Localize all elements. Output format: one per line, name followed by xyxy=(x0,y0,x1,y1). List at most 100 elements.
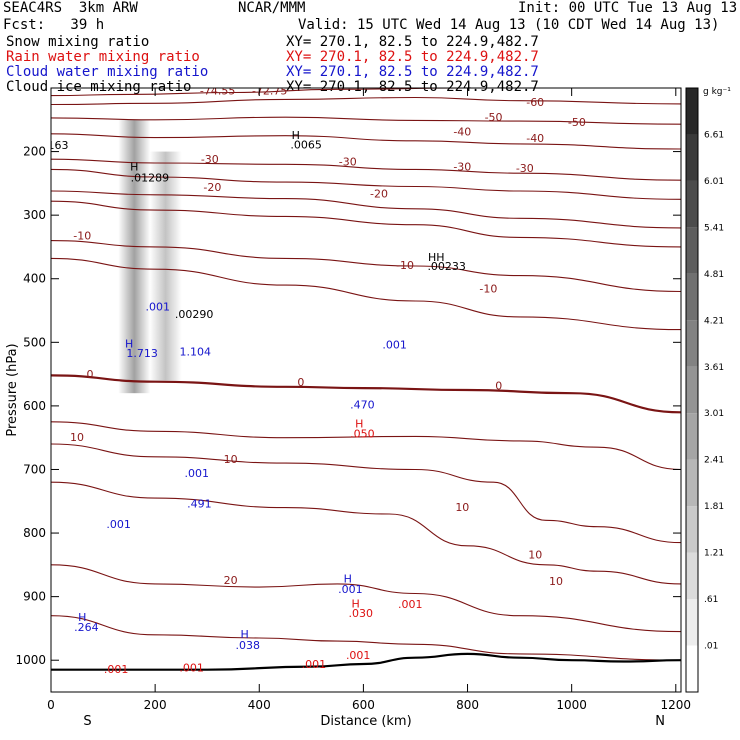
colorbar-label-6: 3.01 xyxy=(704,409,724,419)
contour-label-22: 10 xyxy=(224,453,238,466)
x-tick-label-0: 0 xyxy=(47,698,55,712)
colorbar-swatch-4 xyxy=(686,459,698,507)
colorbar-label-5: 3.61 xyxy=(704,363,724,373)
y-tick-label-0: 200 xyxy=(23,145,46,159)
y-tick-label-5: 700 xyxy=(23,462,46,476)
field-xy-cloudwater: XY= 270.1, 82.5 to 224.9,482.7 xyxy=(286,64,539,80)
x-axis-label: Distance (km) xyxy=(320,714,411,729)
contour-label-26: 20 xyxy=(224,574,238,587)
contour-label-17: -10 xyxy=(479,283,497,296)
colorbar-swatch-3 xyxy=(686,506,698,553)
contour-label-38: 1.104 xyxy=(179,346,211,359)
temperature-contour-2 xyxy=(51,96,681,106)
colorbar-label-3: 4.81 xyxy=(704,270,724,280)
org-label: NCAR/MMM xyxy=(238,0,306,16)
contour-label-39: .001 xyxy=(382,339,407,352)
temperature-contour-7 xyxy=(51,190,681,229)
colorbar-label-7: 2.41 xyxy=(704,456,724,466)
colorbar-swatch-1 xyxy=(686,599,698,646)
contour-label-50: .001 xyxy=(398,598,423,611)
colorbar-label-0: 6.61 xyxy=(704,130,724,140)
colorbar-swatch-11 xyxy=(686,134,698,181)
contour-label-4: -60 xyxy=(526,96,544,109)
colorbar-unit: g kg⁻¹ xyxy=(703,87,731,97)
surface-line xyxy=(51,652,681,671)
contour-label-45: .001 xyxy=(106,518,131,531)
contour-label-56: .001 xyxy=(302,658,327,671)
colorbar-swatch-9 xyxy=(686,227,698,274)
contour-label-41: H xyxy=(355,418,363,431)
contour-label-29: H xyxy=(130,161,138,174)
init-time: Init: 00 UTC Tue 13 Aug 13 xyxy=(518,0,738,16)
contour-label-7: -40 xyxy=(453,126,471,139)
colorbar-swatch-12 xyxy=(686,88,698,135)
temperature-contour-13 xyxy=(51,443,681,544)
contour-label-34: .00290 xyxy=(175,308,214,321)
contour-label-44: .491 xyxy=(187,498,212,511)
colorbar-swatch-5 xyxy=(686,413,698,460)
contour-label-14: -20 xyxy=(370,187,388,200)
temperature-contour-6 xyxy=(51,168,681,200)
contour-label-9: -30 xyxy=(201,153,219,166)
contour-label-46: H xyxy=(344,573,352,586)
contour-label-58: .001 xyxy=(179,662,204,675)
y-axis-label: Pressure (hPa) xyxy=(5,343,20,436)
contour-label-30: .01289 xyxy=(131,171,170,184)
field-label-cloudwater: Cloud water mixing ratio xyxy=(6,64,209,80)
contour-label-27: H xyxy=(292,129,300,142)
valid-time: Valid: 15 UTC Wed 14 Aug 13 (10 CDT Wed … xyxy=(298,17,720,33)
contour-label-48: H xyxy=(351,597,359,610)
x-tick-label-3: 600 xyxy=(352,698,375,712)
contour-label-0: -74.55 xyxy=(200,84,235,97)
y-tick-label-8: 1000 xyxy=(15,653,46,667)
temperature-contour-8 xyxy=(51,200,681,248)
colorbar-label-1: 6.01 xyxy=(704,177,724,187)
contour-label-55: .001 xyxy=(346,649,371,662)
colorbar-label-4: 4.21 xyxy=(704,316,724,326)
colorbar-label-9: 1.21 xyxy=(704,549,724,559)
y-tick-label-4: 600 xyxy=(23,399,46,413)
temperature-contour-11 xyxy=(51,374,681,414)
colorbar-swatch-10 xyxy=(686,180,698,228)
colorbar-label-11: .01 xyxy=(704,642,718,652)
contour-label-42: .050 xyxy=(350,428,375,441)
temperature-contour-16 xyxy=(51,615,681,661)
contour-label-57: .001 xyxy=(104,663,129,676)
x-tick-label-2: 400 xyxy=(248,698,271,712)
contour-label-6: -50 xyxy=(568,116,586,129)
field-label-cloudice: Cloud ice mixing ratio xyxy=(6,79,192,95)
contour-label-24: 10 xyxy=(528,548,542,561)
contour-label-49: .030 xyxy=(349,607,374,620)
contour-label-33: .00233 xyxy=(427,260,466,273)
contour-label-40: .470 xyxy=(350,398,375,411)
contour-label-31: .163 xyxy=(44,139,69,152)
contour-label-32: HH xyxy=(428,251,445,264)
contour-label-21: 10 xyxy=(70,431,84,444)
colorbar-label-10: .61 xyxy=(704,595,718,605)
field-label-snow: Snow mixing ratio xyxy=(6,34,150,50)
contour-label-28: .0065 xyxy=(290,138,322,151)
temperature-contour-4 xyxy=(51,133,681,150)
contour-label-47: .001 xyxy=(338,583,363,596)
contour-label-18: 0 xyxy=(87,368,94,381)
x-tick-label-6: 1200 xyxy=(661,698,692,712)
contour-label-11: -30 xyxy=(453,161,471,174)
colorbar-label-8: 1.81 xyxy=(704,502,724,512)
y-tick-label-2: 400 xyxy=(23,272,46,286)
contour-label-51: H xyxy=(78,611,86,624)
colorbar-swatch-8 xyxy=(686,273,698,321)
temperature-contour-5 xyxy=(51,158,681,181)
field-xy-snow: XY= 270.1, 82.5 to 224.9,482.7 xyxy=(286,34,539,50)
x-end-label-left: S xyxy=(83,714,91,729)
y-tick-label-3: 500 xyxy=(23,335,46,349)
y-tick-label-1: 300 xyxy=(23,208,46,222)
contour-label-23: 10 xyxy=(455,501,469,514)
temperature-contour-3 xyxy=(51,116,681,125)
model-title: SEAC4RS 3km ARW xyxy=(3,0,138,16)
temperature-contour-12 xyxy=(51,421,681,471)
colorbar-label-2: 5.41 xyxy=(704,223,724,233)
temperature-contour-14 xyxy=(51,481,681,585)
colorbar-swatch-6 xyxy=(686,366,698,414)
x-tick-label-1: 200 xyxy=(144,698,167,712)
